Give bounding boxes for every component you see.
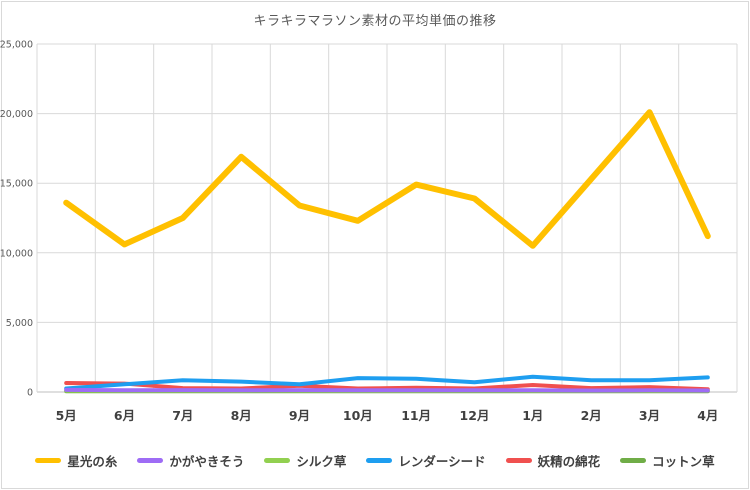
legend-item-2: かがやきそう [137, 451, 244, 470]
x-tick-label: 10月 [343, 408, 373, 423]
x-tick-label: 2月 [581, 408, 602, 423]
legend-swatch [366, 457, 393, 463]
series-line-2 [64, 387, 710, 393]
y-tick-label: 10,000 [0, 248, 33, 259]
x-tick-label: 9月 [289, 408, 310, 423]
legend-item-5: 妖精の綿花 [505, 451, 601, 470]
grid-layer [36, 43, 738, 393]
legend-label: レンダーシード [398, 453, 486, 469]
legend-item-6: コットン草 [620, 451, 715, 470]
legend-label: 星光の糸 [67, 453, 118, 469]
series-line-1 [63, 109, 711, 249]
legend: 星光の糸 かがやきそう シルク草 レンダーシード 妖精の綿花 コットン草 [0, 449, 750, 471]
chart-title: キラキラマラソン素材の平均単価の推移 [253, 14, 497, 29]
x-tick-label: 6月 [114, 408, 135, 423]
legend-label: コットン草 [652, 453, 715, 469]
x-tick-label: 5月 [56, 408, 77, 423]
legend-item-1: 星光の糸 [35, 451, 117, 470]
series-line-4 [64, 374, 710, 391]
y-tick-label: 5,000 [6, 318, 33, 329]
y-tick-label: 20,000 [0, 109, 33, 120]
legend-item-4: レンダーシード [366, 451, 486, 470]
legend-label: かがやきそう [169, 453, 245, 469]
y-tick-label: 0 [27, 388, 33, 399]
legend-swatch [620, 457, 647, 463]
legend-item-3: シルク草 [264, 451, 346, 470]
x-tick-label: 11月 [401, 408, 431, 423]
legend-swatch [137, 457, 164, 463]
legend-swatch [505, 457, 532, 463]
y-tick-label: 25,000 [0, 40, 33, 51]
x-tick-label: 12月 [460, 408, 490, 423]
x-tick-label: 4月 [697, 408, 718, 423]
series-layer [63, 109, 711, 394]
series-line-5 [64, 381, 710, 392]
x-tick-label: 1月 [522, 408, 543, 423]
legend-swatch [264, 457, 291, 463]
x-tick-label: 3月 [639, 408, 660, 423]
y-tick-label: 15,000 [0, 179, 33, 190]
legend-label: シルク草 [296, 453, 347, 469]
tick-layer: 0 5,000 10,000 15,000 20,000 25,000 5月 6月 7月 8月 9月… [0, 40, 718, 424]
legend-label: 妖精の綿花 [537, 453, 601, 469]
legend-swatch [35, 457, 62, 463]
x-tick-label: 8月 [231, 408, 252, 423]
x-tick-label: 7月 [172, 408, 193, 423]
